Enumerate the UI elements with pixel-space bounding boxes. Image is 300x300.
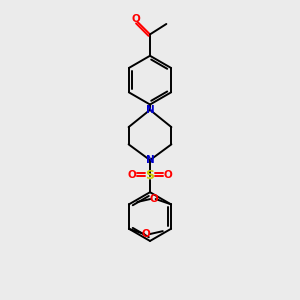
Text: O: O — [142, 230, 150, 239]
Text: N: N — [146, 105, 154, 115]
Text: O: O — [128, 170, 136, 180]
Text: O: O — [150, 194, 158, 204]
Text: O: O — [132, 14, 140, 24]
Text: N: N — [146, 155, 154, 165]
Text: S: S — [146, 169, 154, 182]
Text: O: O — [164, 170, 172, 180]
